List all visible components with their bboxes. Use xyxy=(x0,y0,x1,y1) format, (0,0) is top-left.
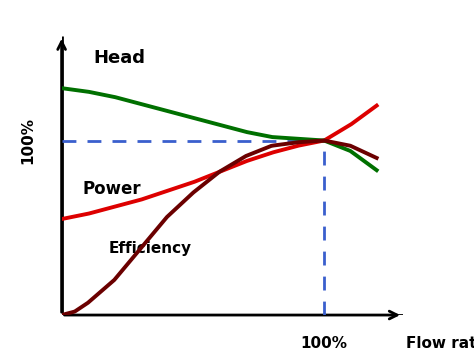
Text: Efficiency: Efficiency xyxy=(109,241,192,256)
Text: Flow rate: Flow rate xyxy=(406,336,474,351)
Text: 100%: 100% xyxy=(301,336,347,351)
Text: 100%: 100% xyxy=(20,117,36,164)
Text: Head: Head xyxy=(93,49,145,67)
Text: Power: Power xyxy=(82,180,141,198)
